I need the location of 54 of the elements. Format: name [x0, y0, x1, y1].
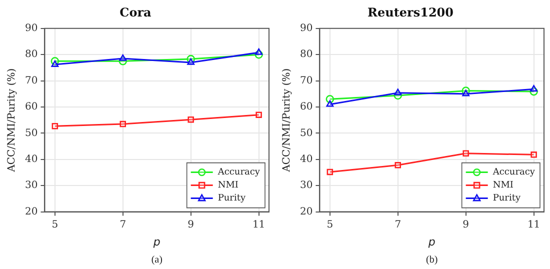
- legend-label: Accuracy: [492, 168, 536, 178]
- y-tick-label: 20: [24, 206, 38, 218]
- point: [326, 168, 334, 176]
- x-tick-label: 7: [394, 219, 402, 230]
- point: [462, 90, 470, 96]
- text: (b): [426, 254, 438, 266]
- point: [530, 152, 537, 158]
- text: (a): [151, 254, 162, 266]
- point: [462, 150, 469, 156]
- point: [394, 88, 402, 96]
- point: [394, 162, 402, 168]
- x-tick-label: 5: [52, 219, 58, 230]
- point: [52, 123, 58, 130]
- legend-label: NMI: [218, 180, 239, 191]
- point: [256, 112, 262, 118]
- point: [326, 100, 334, 107]
- x-axis-title: p: [152, 235, 160, 248]
- y-tick-label: 70: [300, 75, 313, 86]
- legend-label: NMI: [492, 180, 514, 191]
- chart-title: Reuters1200: [368, 5, 454, 20]
- y-tick-label: 30: [300, 180, 313, 192]
- legend-label: Accuracy: [216, 168, 261, 178]
- y-tick-label: 20: [300, 206, 313, 218]
- x-tick-label: 5: [326, 219, 334, 230]
- y-axis-title: ACC/NMI/Purity (%): [6, 68, 18, 173]
- y-tick-label: 30: [24, 180, 38, 192]
- x-tick-label: 7: [120, 219, 126, 230]
- y-tick-label: 40: [300, 154, 313, 165]
- y-tick-label: 80: [300, 49, 313, 60]
- y-axis-title: ACC/NMI/Purity (%): [282, 68, 293, 173]
- x-tick-label: 11: [252, 219, 266, 230]
- point: [187, 58, 195, 65]
- y-tick-label: 40: [24, 154, 38, 165]
- point: [51, 60, 59, 67]
- legend-label: Purity: [218, 194, 246, 204]
- point: [255, 48, 262, 55]
- x-tick-label: 9: [462, 219, 470, 230]
- x-axis-title: p: [427, 235, 436, 248]
- point: [119, 54, 127, 61]
- y-tick-label: 90: [300, 22, 313, 34]
- y-tick-label: 60: [24, 102, 38, 113]
- point: [120, 120, 126, 128]
- legend-label: Purity: [492, 194, 522, 204]
- x-tick-label: 9: [188, 219, 194, 230]
- x-tick-label: 11: [527, 219, 540, 230]
- y-tick-label: 80: [24, 49, 38, 60]
- point: [530, 85, 538, 92]
- y-tick-label: 50: [300, 128, 313, 139]
- y-tick-label: 50: [24, 128, 38, 139]
- chart-title: Cora: [120, 5, 152, 20]
- y-tick-label: 60: [300, 102, 313, 113]
- point: [188, 116, 194, 123]
- y-tick-label: 70: [24, 75, 38, 86]
- y-tick-label: 90: [24, 22, 38, 34]
